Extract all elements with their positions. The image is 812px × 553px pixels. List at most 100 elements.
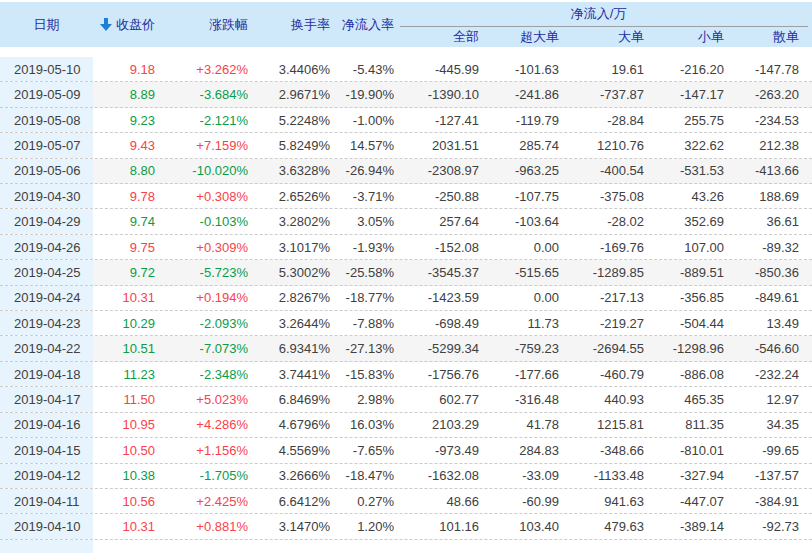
cell-date: 2019-04-16 (0, 413, 93, 437)
cell-all: -3545.37 (396, 265, 481, 280)
cell-date: 2019-05-08 (0, 108, 93, 132)
table-row: 2019-04-269.75+0.309%3.1017%-1.93%-152.0… (0, 235, 812, 260)
cell-change: +0.309% (157, 240, 250, 255)
table-row: 2019-04-1711.50+5.023%6.8469%2.98%602.77… (0, 387, 812, 412)
cell-close: 9.43 (93, 138, 157, 153)
cell-inflow-rate: -18.77% (332, 290, 396, 305)
cell-turnover: 6.8469% (250, 392, 332, 407)
table-row: 2019-04-1610.95+4.286%4.6796%16.03%2103.… (0, 413, 812, 438)
cell-retail: 13.49 (726, 316, 801, 331)
partial-date-cell (0, 540, 93, 553)
cell-super-large: -177.66 (481, 367, 561, 382)
cell-super-large: -759.23 (481, 341, 561, 356)
cell-date: 2019-04-12 (0, 464, 93, 488)
cell-small: -147.17 (646, 87, 726, 102)
cell-turnover: 4.6796% (250, 417, 332, 432)
cell-retail: -137.57 (726, 468, 801, 483)
cell-retail: 34.35 (726, 417, 801, 432)
table-row: 2019-04-2210.51-7.073%6.9341%-27.13%-529… (0, 336, 812, 361)
cell-super-large: 11.73 (481, 316, 561, 331)
cell-close: 8.80 (93, 163, 157, 178)
cell-change: -1.705% (157, 468, 250, 483)
cell-large: 19.61 (561, 62, 646, 77)
cell-super-large: -101.63 (481, 62, 561, 77)
cell-large: -375.08 (561, 189, 646, 204)
cell-all: 2031.51 (396, 138, 481, 153)
cell-date: 2019-04-15 (0, 438, 93, 462)
column-header-super-large[interactable]: 超大单 (481, 27, 561, 47)
cell-all: -1632.08 (396, 468, 481, 483)
cell-large: -28.02 (561, 214, 646, 229)
table-row: 2019-05-109.18+3.262%3.4406%-5.43%-445.9… (0, 57, 812, 82)
cell-retail: 36.61 (726, 214, 801, 229)
cell-super-large: 41.78 (481, 417, 561, 432)
cell-retail: -232.24 (726, 367, 801, 382)
cell-inflow-rate: -18.47% (332, 468, 396, 483)
cell-close: 10.56 (93, 494, 157, 509)
cell-super-large: 103.40 (481, 519, 561, 534)
cell-retail: -92.73 (726, 519, 801, 534)
cell-small: -356.85 (646, 290, 726, 305)
cell-close: 9.18 (93, 62, 157, 77)
cell-small: -886.08 (646, 367, 726, 382)
table-row: 2019-05-098.89-3.684%2.9671%-19.90%-1390… (0, 82, 812, 107)
cell-large: 440.93 (561, 392, 646, 407)
cell-all: -250.88 (396, 189, 481, 204)
cell-all: -1423.59 (396, 290, 481, 305)
column-header-small[interactable]: 小单 (646, 27, 726, 47)
cell-retail: 188.69 (726, 189, 801, 204)
cell-super-large: -241.86 (481, 87, 561, 102)
cell-turnover: 4.5569% (250, 443, 332, 458)
cell-retail: 212.38 (726, 138, 801, 153)
cell-super-large: -316.48 (481, 392, 561, 407)
cell-all: -152.08 (396, 240, 481, 255)
cell-super-large: -119.79 (481, 113, 561, 128)
cell-all: -973.49 (396, 443, 481, 458)
cell-close: 8.89 (93, 87, 157, 102)
cell-small: -504.44 (646, 316, 726, 331)
cell-close: 11.23 (93, 367, 157, 382)
cell-all: -5299.34 (396, 341, 481, 356)
cell-close: 10.31 (93, 290, 157, 305)
cell-all: -445.99 (396, 62, 481, 77)
cell-all: 257.64 (396, 214, 481, 229)
cell-turnover: 2.8267% (250, 290, 332, 305)
cell-inflow-rate: 3.05% (332, 214, 396, 229)
cell-retail: -849.61 (726, 290, 801, 305)
column-header-all[interactable]: 全部 (396, 27, 481, 47)
cell-small: 43.26 (646, 189, 726, 204)
cell-turnover: 3.1470% (250, 519, 332, 534)
cell-date: 2019-04-26 (0, 235, 93, 259)
cell-turnover: 3.2644% (250, 316, 332, 331)
cell-date: 2019-05-06 (0, 159, 93, 183)
cell-small: 255.75 (646, 113, 726, 128)
cell-change: +3.262% (157, 62, 250, 77)
cell-small: 322.62 (646, 138, 726, 153)
column-header-large[interactable]: 大单 (561, 27, 646, 47)
cell-inflow-rate: -7.65% (332, 443, 396, 458)
table-row: 2019-04-299.74-0.103%3.2802%3.05%257.64-… (0, 209, 812, 234)
cell-all: 2103.29 (396, 417, 481, 432)
cell-large: -737.87 (561, 87, 646, 102)
cell-date: 2019-04-24 (0, 286, 93, 310)
cell-inflow-rate: -1.00% (332, 113, 396, 128)
cell-retail: 12.97 (726, 392, 801, 407)
table-row: 2019-05-068.80-10.020%3.6328%-26.94%-230… (0, 159, 812, 184)
cell-retail: -413.66 (726, 163, 801, 178)
cell-turnover: 5.3002% (250, 265, 332, 280)
table-row: 2019-04-1811.23-2.348%3.7441%-15.83%-175… (0, 362, 812, 387)
table-body: 2019-05-109.18+3.262%3.4406%-5.43%-445.9… (0, 57, 812, 540)
cell-change: +0.881% (157, 519, 250, 534)
cell-super-large: -103.64 (481, 214, 561, 229)
cell-large: -460.79 (561, 367, 646, 382)
cell-large: -219.27 (561, 316, 646, 331)
cell-super-large: -33.09 (481, 468, 561, 483)
cell-small: -810.01 (646, 443, 726, 458)
cell-turnover: 3.2666% (250, 468, 332, 483)
cell-small: -1298.96 (646, 341, 726, 356)
cell-inflow-rate: -5.43% (332, 62, 396, 77)
cell-small: -389.14 (646, 519, 726, 534)
cell-close: 9.74 (93, 214, 157, 229)
cell-retail: -99.65 (726, 443, 801, 458)
column-header-retail[interactable]: 散单 (726, 27, 801, 47)
